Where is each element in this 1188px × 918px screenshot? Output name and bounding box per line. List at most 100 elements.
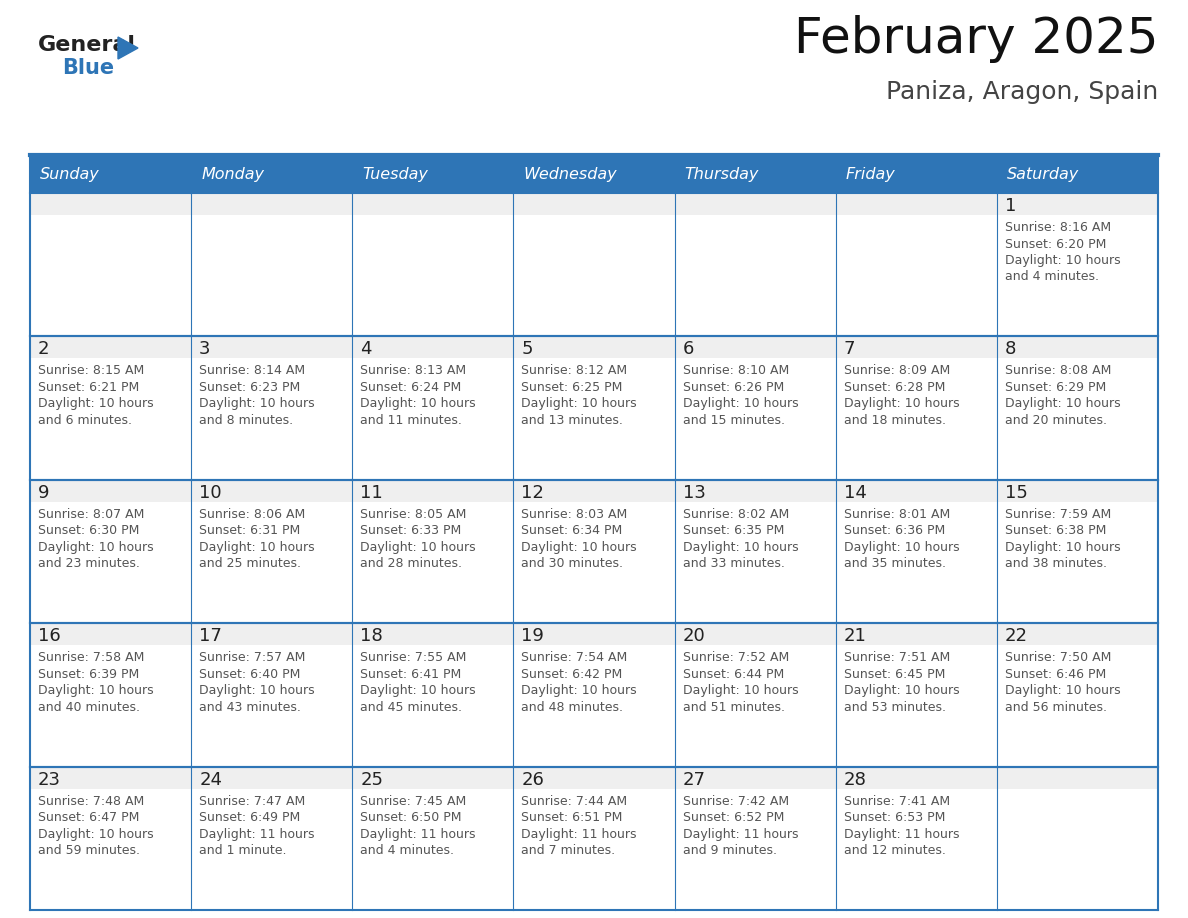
Text: Sunset: 6:30 PM: Sunset: 6:30 PM (38, 524, 139, 537)
Bar (191, 767, 353, 789)
Text: 25: 25 (360, 770, 384, 789)
Bar (675, 480, 835, 502)
Text: Sunrise: 7:57 AM: Sunrise: 7:57 AM (200, 651, 305, 665)
Text: and 4 minutes.: and 4 minutes. (1005, 271, 1099, 284)
Text: Sunset: 6:49 PM: Sunset: 6:49 PM (200, 812, 301, 824)
Bar (191, 623, 353, 767)
Text: Sunset: 6:34 PM: Sunset: 6:34 PM (522, 524, 623, 537)
Text: Sunrise: 8:05 AM: Sunrise: 8:05 AM (360, 508, 467, 521)
Text: Sunrise: 8:13 AM: Sunrise: 8:13 AM (360, 364, 467, 377)
Text: Sunset: 6:20 PM: Sunset: 6:20 PM (1005, 238, 1106, 251)
Text: Sunset: 6:53 PM: Sunset: 6:53 PM (843, 812, 946, 824)
Text: 8: 8 (1005, 341, 1016, 358)
Text: Sunrise: 7:47 AM: Sunrise: 7:47 AM (200, 795, 305, 808)
Text: Sunset: 6:46 PM: Sunset: 6:46 PM (1005, 667, 1106, 681)
Text: Sunrise: 8:15 AM: Sunrise: 8:15 AM (38, 364, 144, 377)
Text: Sunrise: 7:58 AM: Sunrise: 7:58 AM (38, 651, 145, 665)
Text: Sunrise: 7:54 AM: Sunrise: 7:54 AM (522, 651, 627, 665)
Text: and 23 minutes.: and 23 minutes. (38, 557, 140, 570)
Bar (513, 336, 675, 480)
Text: Daylight: 10 hours: Daylight: 10 hours (843, 397, 960, 410)
Text: Sunset: 6:38 PM: Sunset: 6:38 PM (1005, 524, 1106, 537)
Text: Sunday: Sunday (40, 166, 100, 182)
Text: 24: 24 (200, 770, 222, 789)
Bar (513, 767, 675, 910)
Bar (191, 480, 353, 502)
Bar (30, 155, 1158, 193)
Bar (30, 767, 191, 910)
Bar (353, 480, 513, 502)
Text: Sunset: 6:42 PM: Sunset: 6:42 PM (522, 667, 623, 681)
Text: Sunset: 6:44 PM: Sunset: 6:44 PM (683, 667, 784, 681)
Text: Sunrise: 8:16 AM: Sunrise: 8:16 AM (1005, 221, 1111, 234)
Text: Sunrise: 7:48 AM: Sunrise: 7:48 AM (38, 795, 144, 808)
Text: Sunset: 6:26 PM: Sunset: 6:26 PM (683, 381, 784, 394)
Text: and 53 minutes.: and 53 minutes. (843, 700, 946, 713)
Bar (997, 336, 1158, 358)
Text: Daylight: 10 hours: Daylight: 10 hours (1005, 541, 1120, 554)
Text: Daylight: 11 hours: Daylight: 11 hours (843, 828, 959, 841)
Bar (675, 193, 835, 215)
Text: Daylight: 10 hours: Daylight: 10 hours (1005, 397, 1120, 410)
Text: Sunrise: 7:50 AM: Sunrise: 7:50 AM (1005, 651, 1111, 665)
Text: Sunset: 6:47 PM: Sunset: 6:47 PM (38, 812, 139, 824)
Text: 5: 5 (522, 341, 533, 358)
Text: Sunrise: 7:41 AM: Sunrise: 7:41 AM (843, 795, 950, 808)
Text: Tuesday: Tuesday (362, 166, 428, 182)
Text: 15: 15 (1005, 484, 1028, 502)
Bar (191, 193, 353, 336)
Text: 11: 11 (360, 484, 383, 502)
Text: 26: 26 (522, 770, 544, 789)
Text: 18: 18 (360, 627, 383, 645)
Text: Daylight: 11 hours: Daylight: 11 hours (360, 828, 475, 841)
Text: 10: 10 (200, 484, 222, 502)
Bar (30, 336, 191, 480)
Text: Daylight: 10 hours: Daylight: 10 hours (200, 541, 315, 554)
Text: Friday: Friday (846, 166, 896, 182)
Text: Thursday: Thursday (684, 166, 759, 182)
Text: and 56 minutes.: and 56 minutes. (1005, 700, 1107, 713)
Bar (30, 767, 191, 789)
Bar (997, 767, 1158, 910)
Text: and 18 minutes.: and 18 minutes. (843, 414, 946, 427)
Text: Daylight: 10 hours: Daylight: 10 hours (1005, 254, 1120, 267)
Bar (513, 623, 675, 645)
Text: 23: 23 (38, 770, 61, 789)
Text: General: General (38, 35, 135, 55)
Bar (675, 767, 835, 789)
Text: and 48 minutes.: and 48 minutes. (522, 700, 624, 713)
Bar (513, 193, 675, 215)
Text: and 8 minutes.: and 8 minutes. (200, 414, 293, 427)
Text: Daylight: 10 hours: Daylight: 10 hours (38, 541, 153, 554)
Text: and 45 minutes.: and 45 minutes. (360, 700, 462, 713)
Bar (675, 623, 835, 645)
Text: Sunrise: 8:12 AM: Sunrise: 8:12 AM (522, 364, 627, 377)
Bar (191, 336, 353, 480)
Text: Daylight: 10 hours: Daylight: 10 hours (683, 684, 798, 697)
Text: 7: 7 (843, 341, 855, 358)
Bar (835, 193, 997, 215)
Text: and 11 minutes.: and 11 minutes. (360, 414, 462, 427)
Text: Sunrise: 8:01 AM: Sunrise: 8:01 AM (843, 508, 950, 521)
Text: and 30 minutes.: and 30 minutes. (522, 557, 624, 570)
Bar (353, 767, 513, 910)
Bar (675, 336, 835, 358)
Text: and 35 minutes.: and 35 minutes. (843, 557, 946, 570)
Bar (30, 480, 191, 502)
Bar (513, 623, 675, 767)
Text: Saturday: Saturday (1007, 166, 1079, 182)
Bar (513, 480, 675, 502)
Text: Sunset: 6:52 PM: Sunset: 6:52 PM (683, 812, 784, 824)
Text: Sunrise: 7:44 AM: Sunrise: 7:44 AM (522, 795, 627, 808)
Text: Sunset: 6:39 PM: Sunset: 6:39 PM (38, 667, 139, 681)
Text: and 13 minutes.: and 13 minutes. (522, 414, 624, 427)
Text: 17: 17 (200, 627, 222, 645)
Text: and 6 minutes.: and 6 minutes. (38, 414, 132, 427)
Text: and 43 minutes.: and 43 minutes. (200, 700, 301, 713)
Bar (353, 623, 513, 645)
Text: and 15 minutes.: and 15 minutes. (683, 414, 784, 427)
Bar (191, 623, 353, 645)
Text: February 2025: February 2025 (794, 15, 1158, 63)
Bar (997, 623, 1158, 645)
Bar (675, 623, 835, 767)
